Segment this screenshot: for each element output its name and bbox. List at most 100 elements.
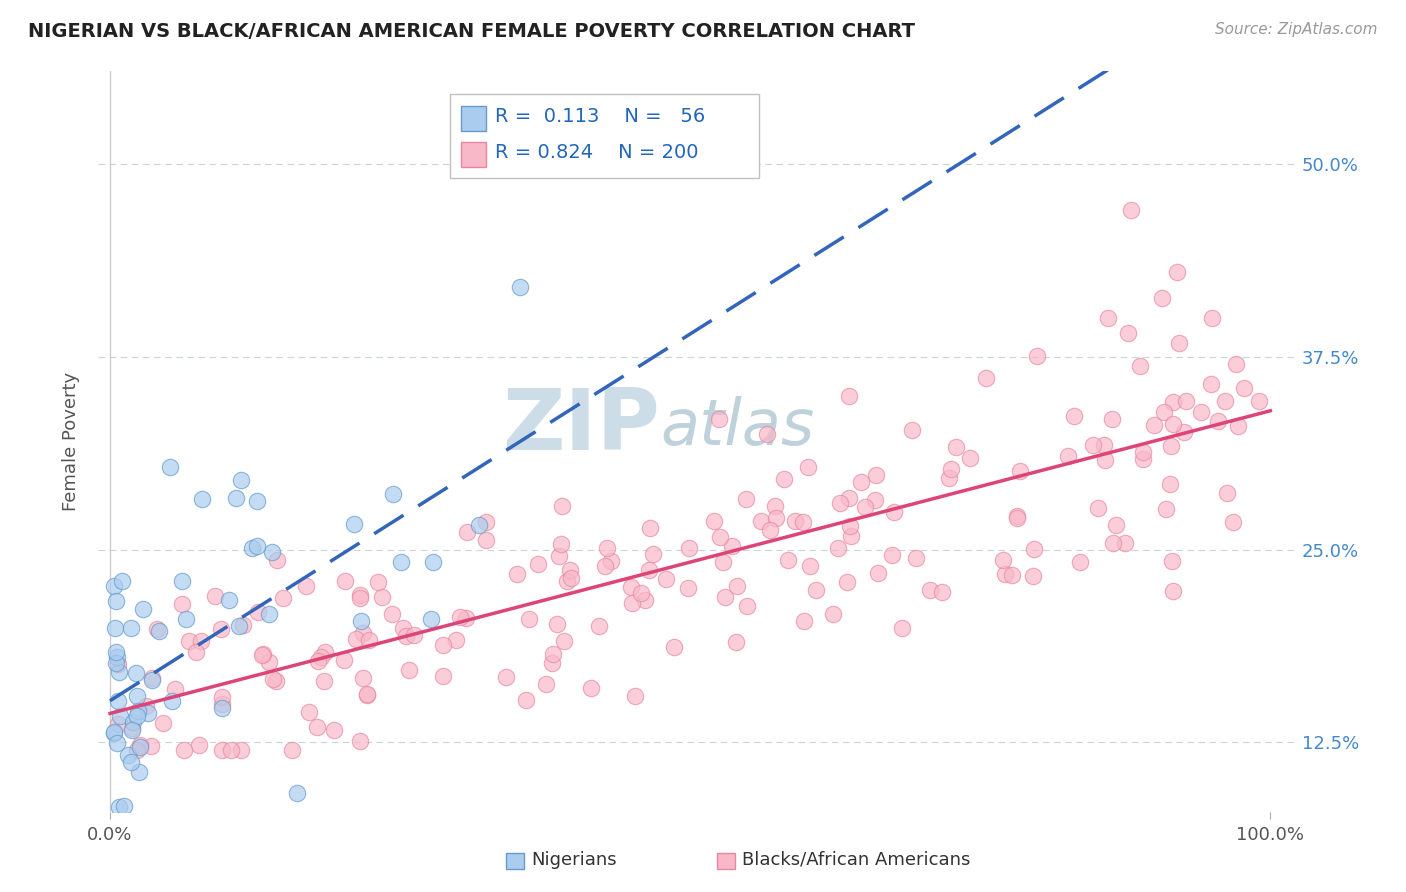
Point — [839, 529, 862, 543]
Point — [163, 682, 186, 697]
Point — [1213, 394, 1236, 409]
Point — [146, 622, 169, 636]
Point — [1161, 554, 1184, 568]
Point — [359, 632, 381, 647]
Point — [271, 591, 294, 605]
Point — [104, 644, 127, 658]
Text: Blacks/African Americans: Blacks/African Americans — [742, 851, 970, 869]
Point — [262, 672, 284, 686]
Point — [419, 612, 441, 626]
Point — [211, 743, 233, 757]
Point — [1057, 450, 1080, 464]
Point — [1010, 464, 1032, 478]
Point — [595, 559, 617, 574]
Point — [211, 697, 233, 711]
Point — [128, 738, 150, 752]
Point — [863, 492, 886, 507]
Point — [579, 681, 602, 696]
Point — [120, 621, 142, 635]
Point — [1025, 350, 1047, 364]
Point — [1216, 486, 1239, 500]
Point — [939, 461, 962, 475]
Point — [880, 548, 903, 562]
Point — [381, 607, 404, 621]
Point — [495, 670, 517, 684]
Point — [104, 622, 127, 636]
Point — [141, 673, 163, 688]
Point — [866, 566, 889, 580]
Point — [1022, 541, 1045, 556]
Point — [931, 585, 953, 599]
Point — [297, 705, 319, 719]
Point — [526, 558, 548, 572]
Point — [772, 472, 794, 486]
Point — [107, 717, 129, 731]
Point — [557, 574, 579, 589]
Point — [404, 628, 426, 642]
Point — [588, 618, 610, 632]
Point — [389, 555, 412, 569]
Point — [172, 597, 194, 611]
Point — [179, 633, 201, 648]
Point — [309, 650, 332, 665]
Point — [349, 733, 371, 747]
Point — [456, 611, 478, 625]
Point — [280, 743, 302, 757]
Point — [735, 491, 758, 506]
Point — [725, 634, 748, 648]
Point — [735, 599, 758, 613]
Point — [638, 563, 661, 577]
Point — [865, 468, 887, 483]
Point — [333, 653, 356, 667]
Point — [1097, 311, 1119, 326]
Point — [398, 663, 420, 677]
Point — [1247, 394, 1270, 409]
Point — [190, 634, 212, 648]
Point — [707, 412, 730, 426]
Point — [127, 689, 149, 703]
Point — [174, 612, 197, 626]
Point — [1222, 516, 1244, 530]
Point — [295, 579, 318, 593]
Text: ZIP: ZIP — [502, 385, 661, 468]
Point — [422, 555, 444, 569]
Point — [792, 515, 814, 529]
Point — [938, 471, 960, 485]
Point — [246, 494, 269, 508]
Point — [905, 551, 928, 566]
Point — [252, 648, 274, 662]
Point — [1116, 326, 1139, 341]
Point — [112, 798, 135, 813]
Point — [356, 687, 378, 701]
Point — [1063, 409, 1085, 424]
Point — [148, 624, 170, 639]
Point — [1087, 501, 1109, 516]
Point — [105, 650, 128, 665]
Point — [105, 594, 128, 608]
Point — [349, 615, 371, 629]
Point — [993, 553, 1015, 567]
Point — [550, 536, 572, 550]
Point — [343, 516, 366, 531]
Point — [763, 499, 786, 513]
Point — [1132, 451, 1154, 466]
Point — [344, 632, 367, 646]
Point — [191, 491, 214, 506]
Point — [449, 610, 471, 624]
Point — [240, 541, 263, 555]
Point — [1150, 291, 1173, 305]
Point — [838, 389, 860, 403]
Point — [204, 589, 226, 603]
Point — [1163, 395, 1185, 409]
Point — [474, 533, 496, 548]
Point — [654, 572, 676, 586]
Point — [662, 640, 685, 654]
Point — [1225, 358, 1247, 372]
Point — [381, 487, 404, 501]
Point — [541, 647, 564, 661]
Point — [778, 553, 800, 567]
Point — [759, 523, 782, 537]
Point — [900, 423, 922, 437]
Point — [551, 500, 574, 514]
Point — [711, 555, 734, 569]
